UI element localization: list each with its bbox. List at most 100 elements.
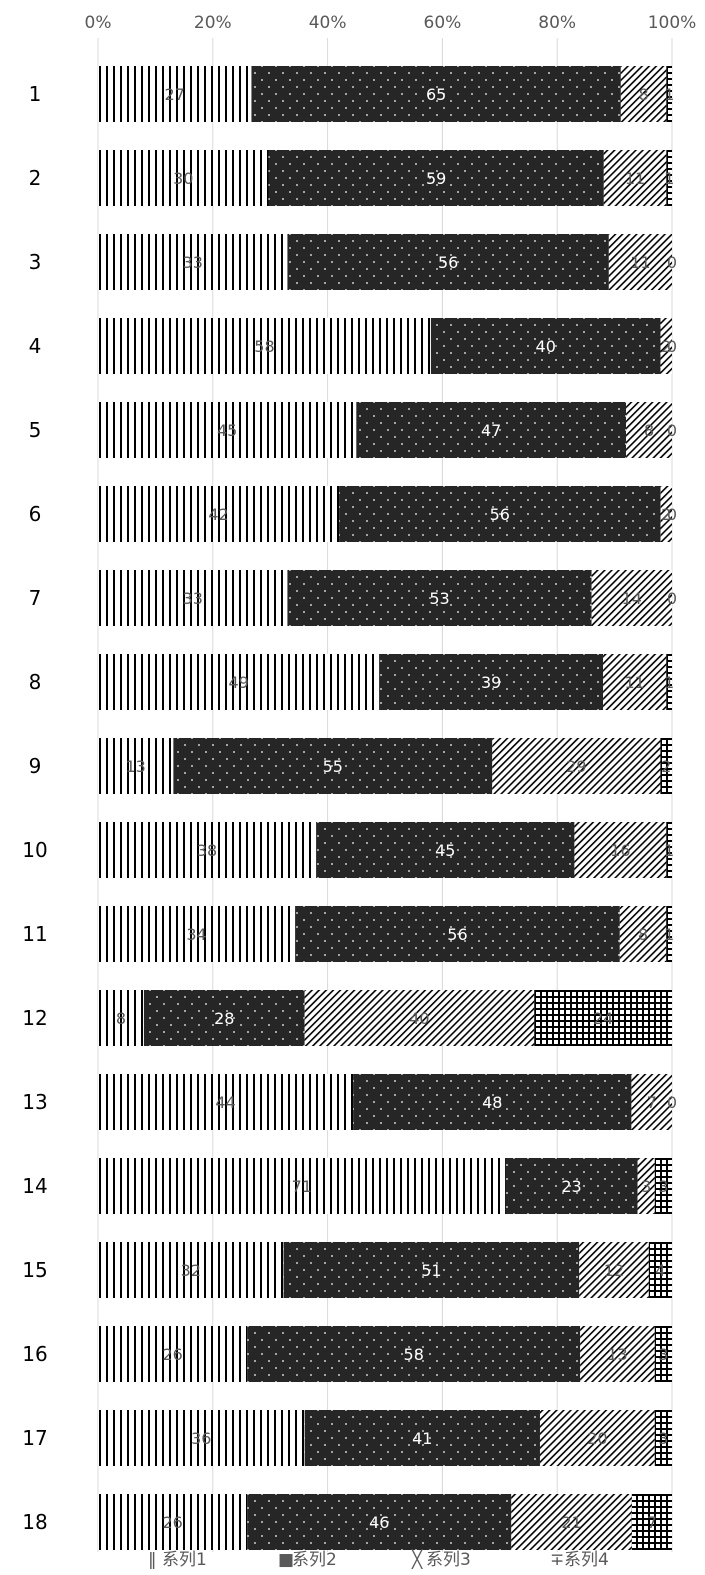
data-label-series-2: 28 — [214, 1009, 234, 1028]
data-label-series-2: 56 — [438, 253, 458, 272]
data-label-series-1: 44 — [215, 1093, 235, 1112]
data-label-series-3: 12 — [604, 1261, 624, 1280]
bar-segment-series-3 — [660, 318, 672, 374]
data-label-series-1: 26 — [162, 1513, 182, 1532]
data-label-series-3: 13 — [607, 1345, 627, 1364]
data-label-series-2: 41 — [412, 1429, 432, 1448]
data-label-series-2: 55 — [323, 757, 343, 776]
bar-segment-series-4 — [648, 1242, 672, 1298]
bar-segment-series-3 — [626, 402, 672, 458]
data-label-series-4: 7 — [647, 1513, 657, 1532]
data-label-series-3: 11 — [630, 253, 650, 272]
data-label-series-2: 46 — [369, 1513, 389, 1532]
data-label-series-4: 0 — [667, 505, 677, 524]
bar-segment-series-4 — [654, 1326, 672, 1382]
bar-segment-series-4 — [654, 1410, 672, 1466]
x-tick-label: 20% — [194, 13, 232, 33]
data-label-series-4: 4 — [655, 1261, 665, 1280]
bar-segment-series-4 — [631, 1494, 672, 1550]
bar-segment-series-2 — [283, 1242, 580, 1298]
data-label-series-3: 14 — [622, 589, 642, 608]
category-label: 1 — [29, 82, 42, 106]
category-label: 3 — [29, 250, 42, 274]
data-label-series-4: 0 — [667, 421, 677, 440]
bar-segment-series-2 — [339, 486, 661, 542]
category-label: 4 — [29, 334, 42, 358]
data-label-series-1: 13 — [126, 757, 146, 776]
data-label-series-3: 8 — [638, 925, 648, 944]
data-label-series-3: 11 — [625, 169, 645, 188]
data-label-series-4: 1 — [664, 169, 674, 188]
data-label-series-4: 0 — [667, 253, 677, 272]
data-label-series-1: 27 — [165, 85, 185, 104]
data-label-series-4: 0 — [667, 337, 677, 356]
x-tick-label: 40% — [309, 13, 347, 33]
category-label: 5 — [29, 418, 42, 442]
bar-segment-series-3 — [580, 1326, 655, 1382]
data-label-series-2: 58 — [404, 1345, 424, 1364]
data-label-series-1: 33 — [183, 253, 203, 272]
bar-segment-series-1 — [98, 1410, 305, 1466]
data-label-series-2: 51 — [421, 1261, 441, 1280]
data-label-series-3: 3 — [641, 1177, 651, 1196]
category-label: 10 — [22, 838, 47, 862]
bar-segment-series-3 — [660, 486, 672, 542]
data-label-series-4: 0 — [667, 1093, 677, 1112]
bar-segment-series-1 — [98, 150, 269, 206]
data-label-series-3: 29 — [566, 757, 586, 776]
category-label: 18 — [22, 1510, 47, 1534]
bar-segment-series-2 — [316, 822, 575, 878]
bar-segment-series-1 — [98, 738, 174, 794]
data-label-series-4: 1 — [664, 673, 674, 692]
data-label-series-3: 8 — [638, 85, 648, 104]
bar-segment-series-1 — [98, 1158, 506, 1214]
legend-swatch-icon: ∓ — [550, 1550, 564, 1570]
data-label-series-3: 21 — [561, 1513, 581, 1532]
data-label-series-3: 2 — [661, 337, 671, 356]
bar-segment-series-1 — [98, 486, 340, 542]
bar-segment-series-3 — [608, 234, 672, 290]
legend-entry-label: 系列1 — [162, 1550, 207, 1570]
bar-segment-series-1 — [98, 654, 380, 710]
x-tick-label: 80% — [538, 13, 576, 33]
data-label-series-1: 32 — [181, 1261, 201, 1280]
data-label-series-3: 7 — [647, 1093, 657, 1112]
bar-segment-series-4 — [666, 906, 672, 962]
data-label-series-4: 0 — [667, 589, 677, 608]
data-label-series-3: 8 — [644, 421, 654, 440]
data-label-series-3: 16 — [610, 841, 630, 860]
data-label-series-3: 20 — [587, 1429, 607, 1448]
bar-segment-series-1 — [98, 990, 144, 1046]
legend-swatch-icon: ╳ — [411, 1549, 423, 1570]
bar-segment-series-2 — [247, 1494, 512, 1550]
data-label-series-1: 8 — [116, 1009, 126, 1028]
bar-segment-series-1 — [98, 402, 357, 458]
bar-segment-series-3 — [539, 1410, 655, 1466]
bar-segment-series-1 — [98, 318, 431, 374]
bar-segment-series-2 — [505, 1158, 638, 1214]
bar-segment-series-3 — [304, 990, 535, 1046]
data-label-series-2: 56 — [447, 925, 467, 944]
category-label: 2 — [29, 166, 42, 190]
data-label-series-2: 65 — [426, 85, 446, 104]
data-label-series-3: 40 — [409, 1009, 429, 1028]
bar-segment-series-2 — [268, 150, 604, 206]
x-tick-label: 60% — [424, 13, 462, 33]
data-label-series-2: 48 — [482, 1093, 502, 1112]
bar-segment-series-2 — [356, 402, 627, 458]
bar-segment-series-2 — [379, 654, 604, 710]
data-label-series-3: 11 — [625, 673, 645, 692]
data-label-series-4: 1 — [664, 85, 674, 104]
bar-segment-series-3 — [603, 150, 667, 206]
data-label-series-1: 71 — [292, 1177, 312, 1196]
bar-segment-series-2 — [304, 1410, 540, 1466]
data-label-series-1: 38 — [197, 841, 217, 860]
bar-segment-series-1 — [98, 1074, 354, 1130]
bar-segment-series-4 — [534, 990, 672, 1046]
bar-segment-series-2 — [287, 570, 592, 626]
data-label-series-4: 1 — [664, 841, 674, 860]
data-label-series-4: 3 — [658, 1429, 668, 1448]
data-label-series-2: 39 — [481, 673, 501, 692]
